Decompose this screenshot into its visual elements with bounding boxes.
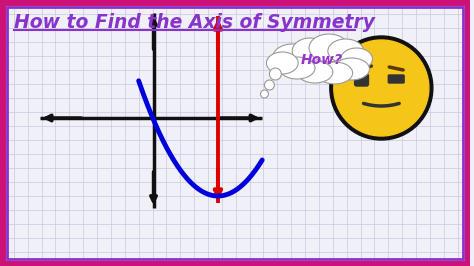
- Ellipse shape: [292, 38, 328, 64]
- Circle shape: [269, 68, 281, 80]
- Circle shape: [330, 36, 433, 140]
- Ellipse shape: [334, 58, 369, 80]
- Circle shape: [334, 40, 429, 136]
- FancyBboxPatch shape: [388, 75, 404, 83]
- FancyBboxPatch shape: [355, 74, 368, 86]
- Ellipse shape: [273, 44, 312, 72]
- Text: How to Find the Axis of Symmetry: How to Find the Axis of Symmetry: [14, 13, 375, 32]
- Circle shape: [261, 90, 268, 98]
- Ellipse shape: [317, 62, 353, 84]
- Text: How?: How?: [301, 53, 343, 67]
- Circle shape: [264, 80, 274, 90]
- Ellipse shape: [309, 34, 349, 62]
- Ellipse shape: [266, 52, 298, 74]
- Ellipse shape: [279, 57, 315, 79]
- Ellipse shape: [297, 61, 333, 83]
- Ellipse shape: [328, 39, 364, 63]
- Ellipse shape: [341, 48, 373, 70]
